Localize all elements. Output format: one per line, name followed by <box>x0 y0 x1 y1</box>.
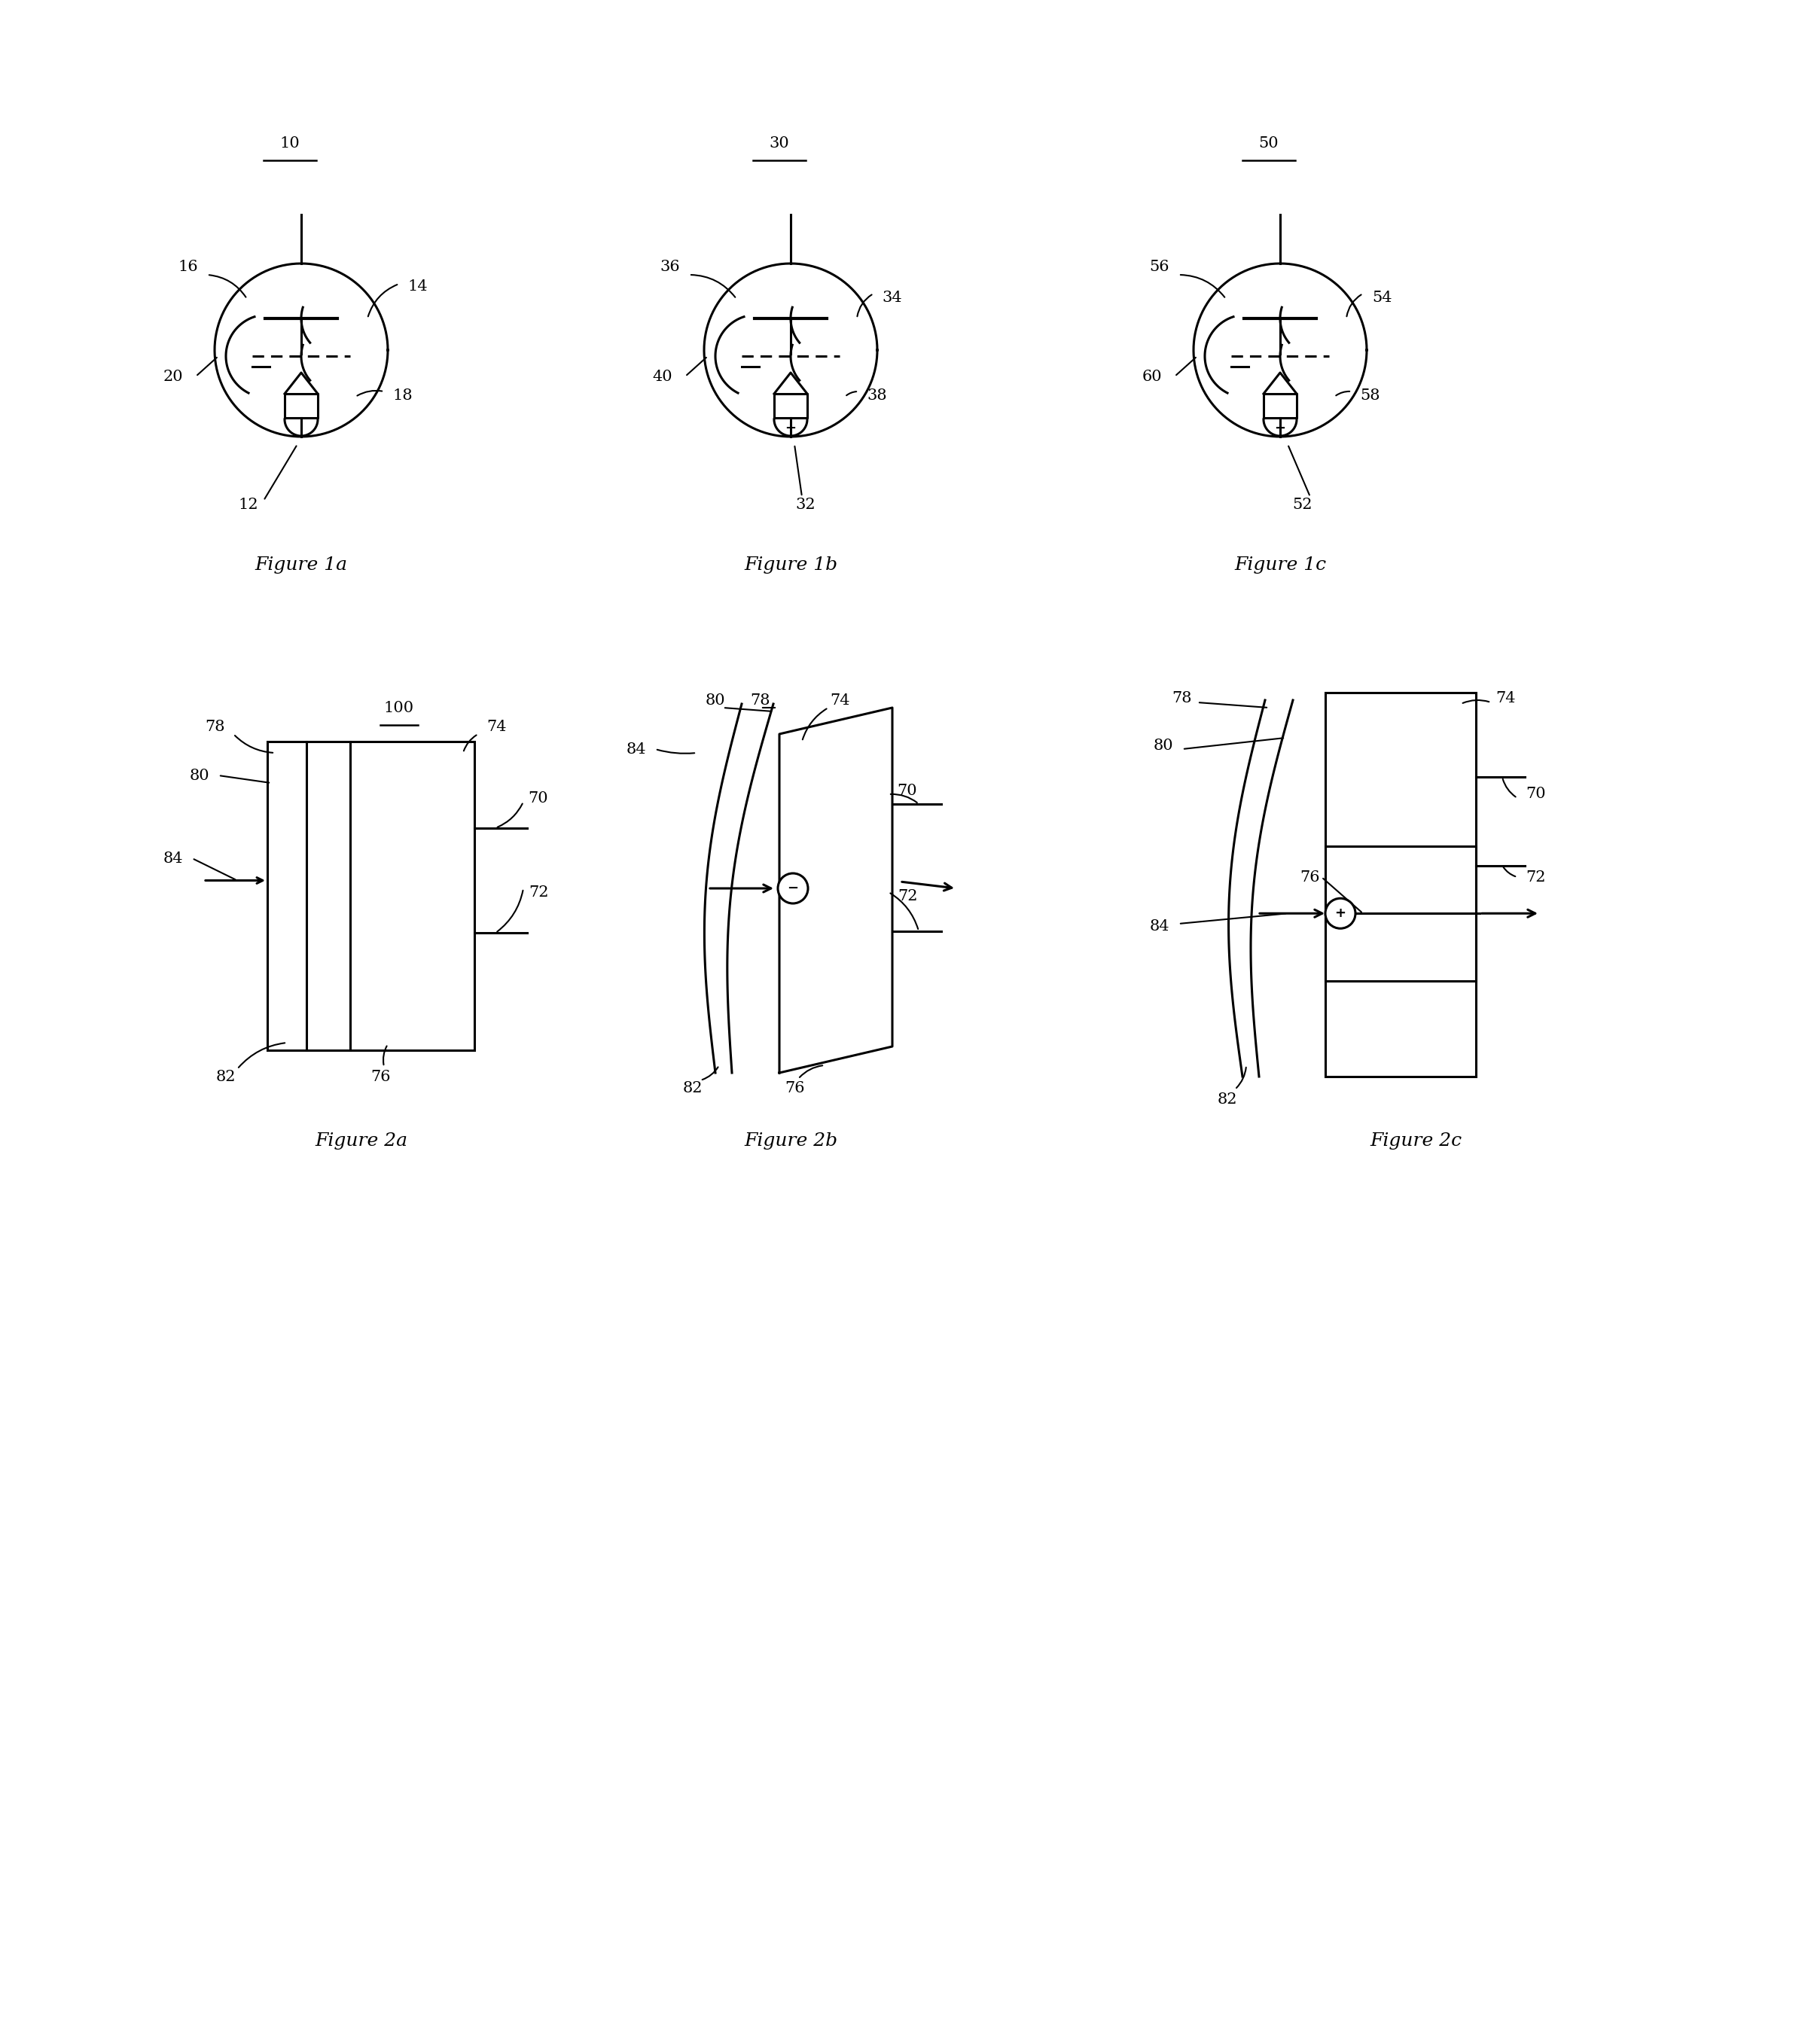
Text: 70: 70 <box>898 783 918 797</box>
Bar <box>1326 693 1477 1077</box>
Text: 18: 18 <box>394 388 414 403</box>
Text: 82: 82 <box>216 1069 236 1083</box>
Text: 12: 12 <box>238 497 259 511</box>
Text: 78: 78 <box>751 693 771 707</box>
Text: 56: 56 <box>1150 260 1170 274</box>
Text: 74: 74 <box>486 719 506 734</box>
Text: 80: 80 <box>1154 738 1174 752</box>
Text: 78: 78 <box>205 719 225 734</box>
Text: Figure 1c: Figure 1c <box>1234 556 1326 572</box>
Text: 58: 58 <box>1360 388 1380 403</box>
Bar <box>267 742 307 1051</box>
Text: 10: 10 <box>279 135 299 149</box>
Text: 72: 72 <box>1526 871 1546 885</box>
Text: 30: 30 <box>769 135 789 149</box>
Text: 84: 84 <box>1150 920 1170 934</box>
Circle shape <box>1326 899 1355 928</box>
Text: 60: 60 <box>1143 370 1163 384</box>
Text: +: + <box>1275 421 1286 435</box>
Text: 20: 20 <box>163 370 183 384</box>
Text: 70: 70 <box>528 791 548 805</box>
Text: 52: 52 <box>1293 497 1313 511</box>
Text: 34: 34 <box>882 290 902 305</box>
Text: Figure 1b: Figure 1b <box>744 556 838 572</box>
Text: 74: 74 <box>1497 691 1517 705</box>
Text: 84: 84 <box>163 850 183 865</box>
Text: 80: 80 <box>706 693 726 707</box>
Text: 72: 72 <box>898 889 918 903</box>
Text: 40: 40 <box>653 370 673 384</box>
Text: 14: 14 <box>408 278 428 292</box>
Text: Figure 2b: Figure 2b <box>744 1132 838 1149</box>
Text: 84: 84 <box>626 742 646 756</box>
Text: 16: 16 <box>178 260 198 274</box>
Text: −: − <box>787 881 798 895</box>
Text: Figure 2a: Figure 2a <box>316 1132 408 1149</box>
Text: 72: 72 <box>528 885 548 899</box>
Text: −: − <box>785 421 796 435</box>
Text: 32: 32 <box>796 497 816 511</box>
Text: 82: 82 <box>682 1081 702 1096</box>
Text: 70: 70 <box>1526 787 1546 801</box>
Text: 50: 50 <box>1259 135 1279 149</box>
Text: 78: 78 <box>1172 691 1192 705</box>
Bar <box>1326 846 1477 981</box>
Text: Figure 1a: Figure 1a <box>256 556 348 572</box>
Text: Figure 2c: Figure 2c <box>1370 1132 1462 1149</box>
Text: 36: 36 <box>660 260 680 274</box>
Text: 38: 38 <box>867 388 887 403</box>
Circle shape <box>778 873 807 903</box>
Bar <box>350 742 475 1051</box>
Text: 76: 76 <box>1301 871 1321 885</box>
Text: 80: 80 <box>189 769 210 783</box>
Text: 76: 76 <box>784 1081 804 1096</box>
Text: 100: 100 <box>385 701 414 715</box>
Text: +: + <box>1335 908 1346 920</box>
Text: 54: 54 <box>1371 290 1391 305</box>
Text: 74: 74 <box>829 693 849 707</box>
Text: 76: 76 <box>370 1069 390 1083</box>
Text: 82: 82 <box>1217 1091 1237 1106</box>
